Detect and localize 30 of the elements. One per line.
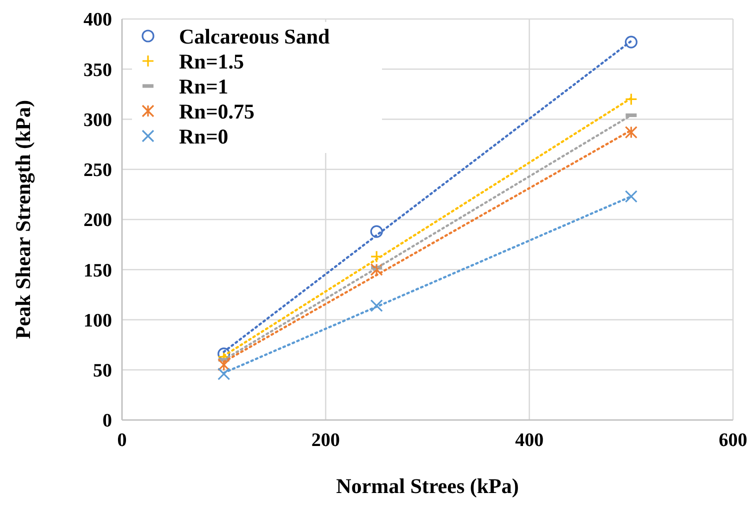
y-tick-label: 300 <box>84 110 112 131</box>
x-tick-label: 600 <box>718 430 748 451</box>
y-tick-label: 250 <box>84 160 112 182</box>
point <box>370 250 383 263</box>
point <box>624 190 638 203</box>
x-tick-label: 0 <box>117 430 127 451</box>
x-tick-label: 200 <box>311 430 340 451</box>
x-tick-label: 400 <box>515 430 544 451</box>
legend-label: Rn=0 <box>179 124 228 148</box>
x-axis-title: Normal Strees (kPa) <box>336 474 519 498</box>
y-tick-label: 200 <box>84 210 112 232</box>
y-tick-label: 0 <box>102 410 112 432</box>
legend-label: Rn=0.75 <box>179 99 255 124</box>
y-tick-label: 100 <box>84 310 112 332</box>
y-tick-label: 350 <box>84 60 112 81</box>
point <box>624 92 638 106</box>
point <box>370 299 383 312</box>
legend-label: Calcareous Sand <box>179 24 330 48</box>
point <box>624 126 638 139</box>
point <box>370 225 383 238</box>
y-tick-label: 150 <box>84 260 112 282</box>
y-tick-label: 400 <box>84 10 112 31</box>
point <box>218 368 230 380</box>
legend-label: Rn=1 <box>179 74 228 98</box>
y-tick-label: 50 <box>93 360 112 382</box>
y-axis-title: Peak Shear Strength (kPa) <box>11 100 35 339</box>
point <box>218 358 230 372</box>
point <box>370 263 383 276</box>
legend-label: Rn=1.5 <box>179 49 244 74</box>
point <box>624 36 638 48</box>
